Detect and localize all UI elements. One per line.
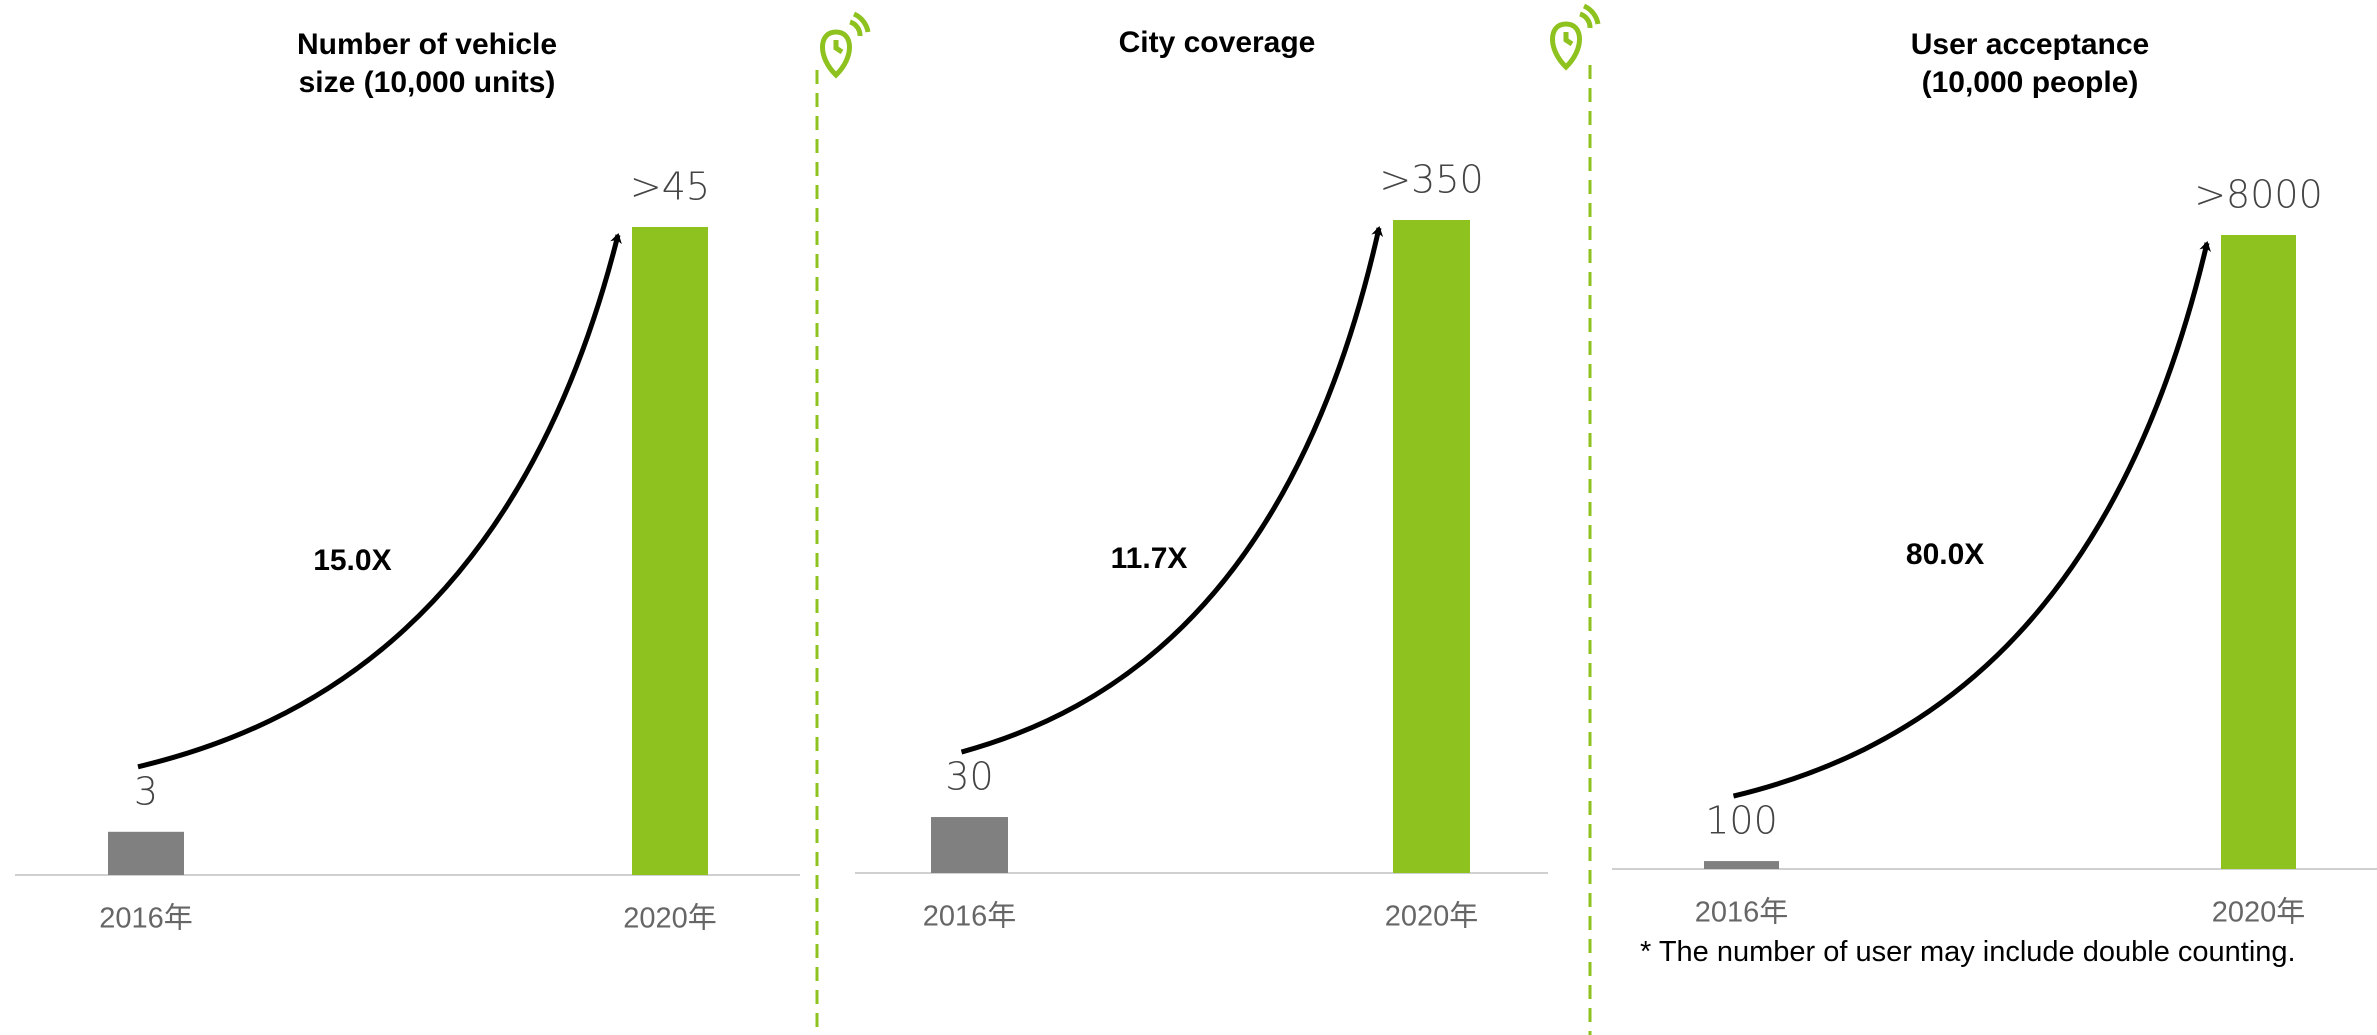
chart-title: User acceptance (10,000 people) <box>1910 28 2150 99</box>
pin-icon <box>820 11 871 79</box>
bar <box>2221 235 2296 869</box>
chart-title: Number of vehicle size (10,000 units) <box>296 28 558 99</box>
data-label: 30 <box>945 755 993 799</box>
bar <box>632 227 708 875</box>
data-label: >350 <box>1379 158 1483 202</box>
x-tick-label: 2016年 <box>923 900 1017 933</box>
bar <box>108 831 184 875</box>
data-label: >8000 <box>2194 173 2323 217</box>
growth-arrow <box>960 226 1384 755</box>
data-label: >45 <box>630 165 710 209</box>
x-tick-label: 2016年 <box>1695 896 1789 929</box>
growth-annotation: 11.7X <box>1111 542 1188 575</box>
x-tick-label: 2020年 <box>2212 896 2306 929</box>
growth-annotation: 80.0X <box>1906 538 1984 571</box>
x-tick-label: 2020年 <box>1385 900 1479 933</box>
chart-title: City coverage <box>1118 26 1316 59</box>
growth-annotation: 15.0X <box>313 544 391 577</box>
bar <box>1704 861 1779 869</box>
bar <box>931 817 1008 873</box>
data-label: 100 <box>1705 799 1778 843</box>
data-label: 3 <box>134 769 158 813</box>
x-tick-label: 2016年 <box>99 902 193 935</box>
bar <box>1393 220 1470 873</box>
growth-arrow <box>137 233 622 770</box>
footnote: * The number of user may include double … <box>1640 936 2296 968</box>
x-tick-label: 2020年 <box>623 902 717 935</box>
growth-arrow <box>1732 241 2212 799</box>
pin-icon <box>1550 3 1601 71</box>
